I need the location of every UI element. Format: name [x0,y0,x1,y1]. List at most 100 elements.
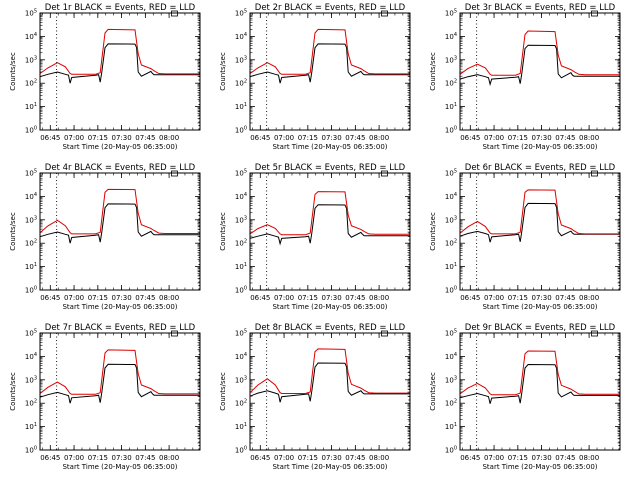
x-tick-label: 08:00 [369,294,389,302]
x-tick-label: 07:15 [298,134,318,142]
y-tick-label: 101 [25,422,37,431]
x-axis-label: Start Time (20-May-05 06:35:00) [272,303,387,311]
x-tick-label: 08:00 [369,134,389,142]
lld-line [39,188,200,235]
x-tick-label: 06:45 [40,454,60,462]
x-tick-label: 07:15 [88,134,108,142]
x-tick-label: 07:15 [298,454,318,462]
x-tick-label: 07:30 [321,134,341,142]
panel-title: Det 8r BLACK = Events, RED = LLD [255,323,406,333]
x-tick-label: 07:15 [88,454,108,462]
x-tick-label: 06:45 [460,454,480,462]
events-line [39,363,200,404]
y-tick-label: 102 [235,399,247,408]
plot-frame [39,172,201,291]
y-tick-label: 103 [445,375,457,384]
y-tick-label: 104 [235,32,247,41]
x-tick-label: 08:00 [159,134,179,142]
x-tick-label: 08:00 [579,134,599,142]
x-tick-label: 07:30 [531,454,551,462]
y-tick-label: 101 [235,422,247,431]
x-tick-label: 07:45 [345,134,365,142]
x-tick-label: 07:00 [274,294,294,302]
events-line [459,363,620,404]
x-tick-label: 07:00 [64,134,84,142]
x-tick-label: 07:45 [135,294,155,302]
y-tick-label: 100 [25,446,37,455]
panel-title: Det 5r BLACK = Events, RED = LLD [255,163,406,173]
plot-frame [249,172,411,291]
y-tick-label: 101 [445,102,457,111]
y-tick-label: 104 [445,32,457,41]
y-tick-label: 102 [445,239,457,248]
x-tick-label: 07:00 [484,454,504,462]
y-tick-label: 100 [235,286,247,295]
y-axis-label: Counts/sec [219,212,227,251]
x-tick-label: 07:15 [508,454,528,462]
x-axis-label: Start Time (20-May-05 06:35:00) [62,463,177,471]
panel-title: Det 1r BLACK = Events, RED = LLD [45,3,196,13]
panel-title: Det 7r BLACK = Events, RED = LLD [45,323,196,333]
y-tick-label: 100 [445,126,457,135]
y-tick-label: 105 [445,9,457,18]
x-tick-label: 07:00 [64,294,84,302]
panel-title: Det 2r BLACK = Events, RED = LLD [255,3,406,13]
y-tick-label: 104 [25,352,37,361]
y-tick-label: 100 [25,286,37,295]
panel-det-5: Det 5r BLACK = Events, RED = LLD Counts/s… [219,163,411,311]
x-tick-label: 07:45 [555,134,575,142]
y-tick-label: 103 [445,55,457,64]
x-tick-label: 07:30 [111,134,131,142]
panel-det-1: Det 1r BLACK = Events, RED = LLD Counts/s… [9,3,201,151]
y-tick-label: 101 [235,102,247,111]
y-tick-label: 103 [235,375,247,384]
x-tick-label: 06:45 [250,294,270,302]
x-axis-label: Start Time (20-May-05 06:35:00) [482,303,597,311]
x-tick-label: 07:30 [531,134,551,142]
y-tick-label: 102 [25,399,37,408]
x-tick-label: 07:00 [484,134,504,142]
y-tick-label: 101 [445,262,457,271]
y-axis-label: Counts/sec [9,52,17,91]
x-tick-label: 07:45 [135,134,155,142]
panel-det-4: Det 4r BLACK = Events, RED = LLD Counts/s… [9,163,201,311]
x-axis-label: Start Time (20-May-05 06:35:00) [62,303,177,311]
x-tick-label: 08:00 [369,454,389,462]
y-tick-label: 105 [235,9,247,18]
x-tick-label: 07:15 [508,134,528,142]
y-tick-label: 103 [235,215,247,224]
lld-line [459,189,620,235]
plot-frame [249,332,411,451]
lld-line [249,348,410,394]
y-tick-label: 105 [445,329,457,338]
events-line [39,203,200,244]
y-tick-label: 102 [25,239,37,248]
x-axis-label: Start Time (20-May-05 06:35:00) [62,143,177,151]
y-tick-label: 102 [25,79,37,88]
y-tick-label: 105 [235,169,247,178]
y-tick-label: 104 [235,352,247,361]
y-tick-label: 105 [25,329,37,338]
panel-title: Det 4r BLACK = Events, RED = LLD [45,163,196,173]
events-line [459,44,620,87]
x-tick-label: 06:45 [250,454,270,462]
events-line [249,362,410,403]
x-tick-label: 07:45 [135,454,155,462]
x-tick-label: 07:00 [274,134,294,142]
y-axis-label: Counts/sec [9,372,17,411]
y-tick-label: 103 [235,55,247,64]
x-tick-label: 07:15 [298,294,318,302]
x-tick-label: 07:00 [274,454,294,462]
x-tick-label: 07:30 [321,294,341,302]
y-axis-label: Counts/sec [9,212,17,251]
lld-line [459,350,620,396]
panel-title: Det 3r BLACK = Events, RED = LLD [465,3,616,13]
y-axis-label: Counts/sec [219,372,227,411]
y-tick-label: 104 [235,192,247,201]
plot-frame [39,12,201,131]
y-tick-label: 104 [445,192,457,201]
y-axis-label: Counts/sec [429,52,437,91]
y-tick-label: 102 [235,239,247,248]
x-tick-label: 07:30 [321,454,341,462]
